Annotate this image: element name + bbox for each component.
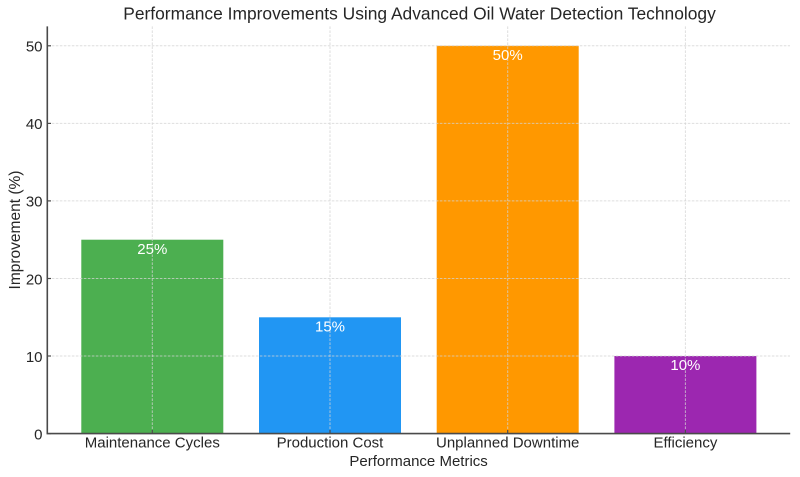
- svg-text:Efficiency: Efficiency: [653, 434, 717, 451]
- svg-text:Production Cost: Production Cost: [277, 434, 385, 451]
- svg-text:Performance Metrics: Performance Metrics: [349, 453, 487, 470]
- svg-text:50: 50: [26, 39, 43, 56]
- svg-text:50%: 50%: [493, 47, 523, 64]
- svg-text:15%: 15%: [315, 318, 345, 335]
- svg-text:Improvement (%): Improvement (%): [7, 171, 24, 290]
- svg-text:30: 30: [26, 194, 43, 211]
- svg-text:Unplanned Downtime: Unplanned Downtime: [436, 434, 579, 451]
- svg-text:20: 20: [26, 271, 43, 288]
- svg-text:10%: 10%: [670, 357, 700, 374]
- svg-text:25%: 25%: [137, 241, 167, 258]
- svg-text:10: 10: [26, 349, 43, 366]
- svg-text:Performance Improvements Using: Performance Improvements Using Advanced …: [123, 4, 716, 24]
- svg-text:Maintenance Cycles: Maintenance Cycles: [85, 434, 220, 451]
- svg-text:0: 0: [34, 426, 42, 443]
- svg-text:40: 40: [26, 116, 43, 133]
